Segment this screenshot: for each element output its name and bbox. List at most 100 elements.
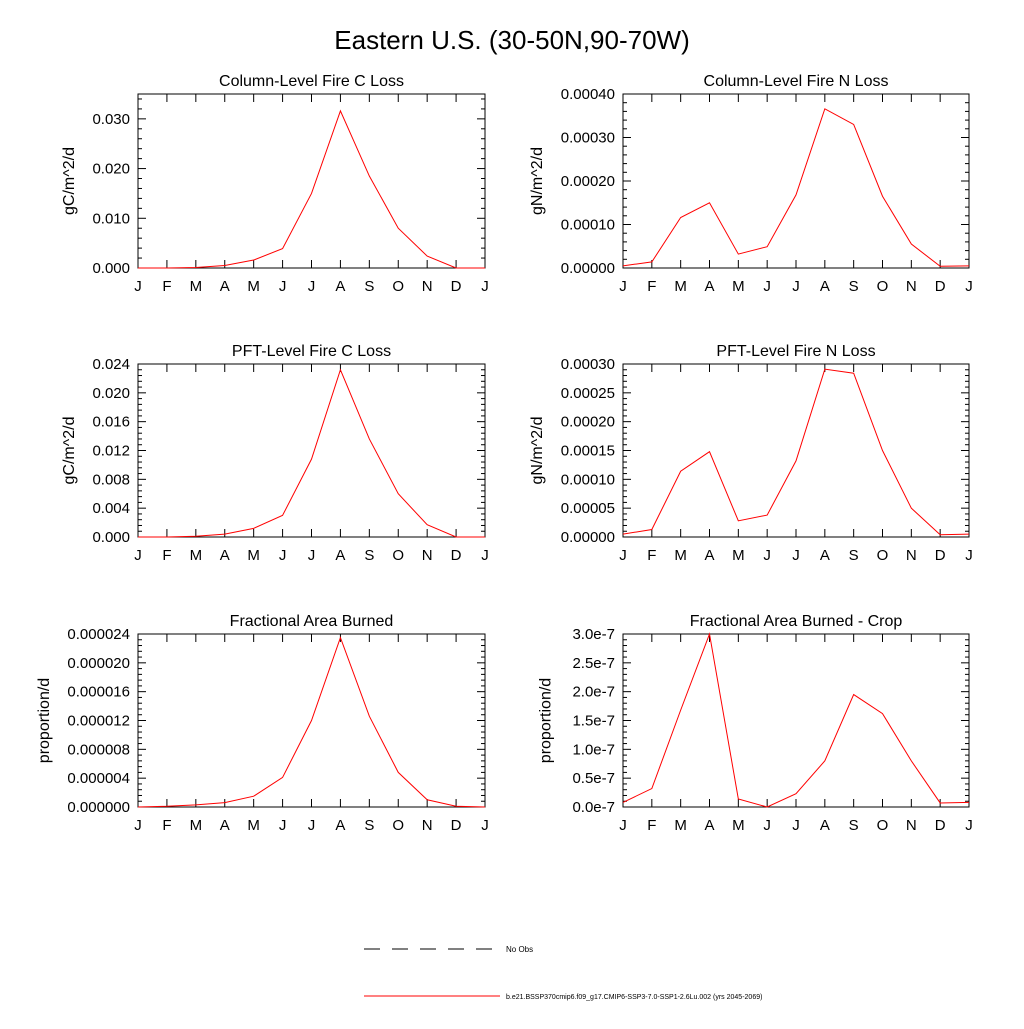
- chart-title: PFT-Level Fire C Loss: [232, 343, 391, 360]
- y-tick-label: 2.5e-7: [572, 655, 615, 672]
- x-tick-label: N: [422, 817, 433, 834]
- plot-frame: [137, 363, 486, 538]
- y-tick-label: 0.00010: [561, 471, 615, 488]
- x-tick-label: J: [965, 547, 973, 564]
- x-tick-label: J: [279, 547, 287, 564]
- x-tick-label: D: [451, 817, 462, 834]
- chart-title: Fractional Area Burned: [230, 613, 394, 630]
- legend-model-label: b.e21.BSSP370cmip6.f09_g17.CMIP6-SSP3-7.…: [506, 994, 762, 1001]
- x-tick-label: F: [647, 278, 656, 295]
- y-tick-label: 0.5e-7: [572, 770, 615, 787]
- y-tick-label: 0.000012: [67, 713, 130, 730]
- x-tick-label: M: [190, 817, 203, 834]
- x-tick-label: A: [704, 817, 714, 834]
- x-tick-label: M: [190, 547, 203, 564]
- y-tick-label: 0.00015: [561, 443, 615, 460]
- y-tick-label: 1.5e-7: [572, 713, 615, 730]
- x-tick-label: D: [451, 278, 462, 295]
- x-tick-label: A: [220, 817, 230, 834]
- x-tick-label: A: [704, 547, 714, 564]
- x-tick-label: F: [162, 817, 171, 834]
- y-tick-label: 0.000016: [67, 684, 130, 701]
- x-tick-label: S: [849, 547, 859, 564]
- x-tick-label: M: [732, 278, 745, 295]
- chart-title: Column-Level Fire C Loss: [219, 73, 404, 90]
- y-tick-label: 0.00040: [561, 86, 615, 103]
- x-tick-label: M: [247, 278, 260, 295]
- x-tick-label: A: [220, 278, 230, 295]
- y-tick-label: 0.000: [92, 529, 130, 546]
- y-tick-label: 1.0e-7: [572, 741, 615, 758]
- x-tick-label: J: [965, 278, 973, 295]
- y-tick-label: 0.000008: [67, 741, 130, 758]
- y-tick-label: 0.0e-7: [572, 799, 615, 816]
- x-tick-label: O: [877, 817, 889, 834]
- plot-frame: [137, 93, 486, 269]
- x-tick-label: M: [674, 817, 687, 834]
- x-tick-label: J: [481, 817, 489, 834]
- y-tick-label: 0.00020: [561, 173, 615, 190]
- x-tick-label: J: [792, 278, 800, 295]
- legend-obs-label: No Obs: [506, 945, 533, 954]
- x-tick-label: J: [308, 278, 316, 295]
- y-tick-label: 0.008: [92, 471, 130, 488]
- chart-title: Fractional Area Burned - Crop: [690, 613, 903, 630]
- x-tick-label: S: [849, 817, 859, 834]
- y-tick-label: 0.000: [92, 260, 130, 277]
- x-tick-label: M: [674, 547, 687, 564]
- y-tick-label: 0.010: [92, 210, 130, 227]
- x-tick-label: J: [619, 547, 627, 564]
- x-tick-label: S: [364, 817, 374, 834]
- x-tick-label: J: [279, 278, 287, 295]
- x-tick-label: J: [763, 547, 771, 564]
- page-title: Eastern U.S. (30-50N,90-70W): [334, 25, 689, 55]
- x-tick-label: N: [906, 547, 917, 564]
- x-tick-label: J: [308, 817, 316, 834]
- x-tick-label: A: [335, 278, 345, 295]
- x-tick-label: O: [392, 817, 404, 834]
- x-tick-label: O: [877, 547, 889, 564]
- legend: No Obs b.e21.BSSP370cmip6.f09_g17.CMIP6-…: [364, 945, 762, 1001]
- y-tick-label: 0.000004: [67, 770, 130, 787]
- y-tick-label: 0.020: [92, 385, 130, 402]
- y-tick-label: 0.00000: [561, 260, 615, 277]
- x-tick-label: F: [162, 278, 171, 295]
- x-tick-label: J: [279, 817, 287, 834]
- x-tick-label: A: [820, 547, 830, 564]
- x-tick-label: F: [647, 817, 656, 834]
- y-tick-label: 0.016: [92, 414, 130, 431]
- x-tick-label: O: [392, 547, 404, 564]
- chart-title: Column-Level Fire N Loss: [704, 73, 889, 90]
- y-tick-label: 0.00030: [561, 356, 615, 373]
- y-tick-label: 0.000020: [67, 655, 130, 672]
- x-tick-label: A: [335, 547, 345, 564]
- x-tick-label: O: [877, 278, 889, 295]
- x-tick-label: A: [820, 817, 830, 834]
- series-line-1: [622, 632, 970, 808]
- x-tick-label: F: [162, 547, 171, 564]
- x-tick-label: J: [965, 817, 973, 834]
- y-tick-label: 0.000024: [67, 626, 130, 643]
- y-tick-label: 0.020: [92, 161, 130, 178]
- x-tick-label: A: [220, 547, 230, 564]
- x-tick-label: J: [134, 817, 142, 834]
- y-tick-label: 0.024: [92, 356, 130, 373]
- series-line-1: [137, 636, 486, 808]
- x-tick-label: A: [704, 278, 714, 295]
- x-tick-label: M: [190, 278, 203, 295]
- chart-title: PFT-Level Fire N Loss: [716, 343, 875, 360]
- x-tick-label: J: [763, 278, 771, 295]
- x-tick-label: J: [481, 278, 489, 295]
- x-tick-label: S: [364, 547, 374, 564]
- y-tick-label: 2.0e-7: [572, 684, 615, 701]
- y-tick-label: 0.00030: [561, 130, 615, 147]
- x-tick-label: M: [247, 547, 260, 564]
- y-tick-label: 0.012: [92, 443, 130, 460]
- series-line-1: [622, 108, 970, 267]
- y-tick-label: 0.00000: [561, 529, 615, 546]
